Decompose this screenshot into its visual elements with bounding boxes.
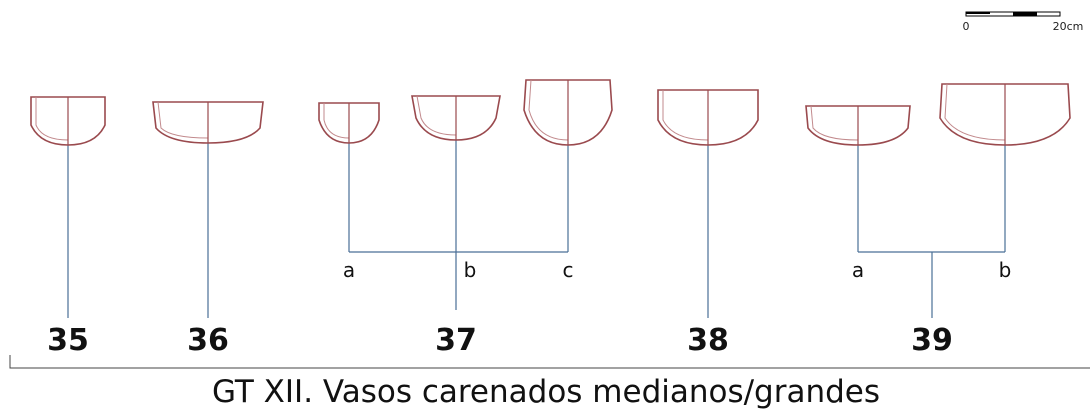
variant-label: a <box>343 258 355 282</box>
variant-label: c <box>563 258 574 282</box>
type-label: 36 <box>187 323 229 358</box>
vessel-inner <box>528 79 569 141</box>
vessel-inner <box>416 95 457 136</box>
bracket <box>9 355 1090 369</box>
scale-bar: 0 20cm <box>963 11 1084 33</box>
type-label: 37 <box>435 323 477 358</box>
vessel-inner <box>662 90 709 141</box>
caption: GT XII. Vasos carenados medianos/grandes <box>212 374 880 410</box>
vessels <box>30 79 1071 146</box>
vessel-inner <box>810 105 859 141</box>
connectors <box>67 140 1006 318</box>
scale-start: 0 <box>963 20 970 33</box>
variant-label: b <box>999 258 1012 282</box>
vessel-inner <box>157 101 209 139</box>
type-label: 38 <box>687 323 729 358</box>
vessel-inner <box>944 83 1006 141</box>
variant-label: b <box>464 258 477 282</box>
vessel-inner <box>35 97 69 141</box>
type-label: 39 <box>911 323 953 358</box>
scale-end: 20cm <box>1053 20 1084 33</box>
variant-label: a <box>852 258 864 282</box>
type-label: 35 <box>47 323 89 358</box>
vessel-inner <box>323 103 350 139</box>
